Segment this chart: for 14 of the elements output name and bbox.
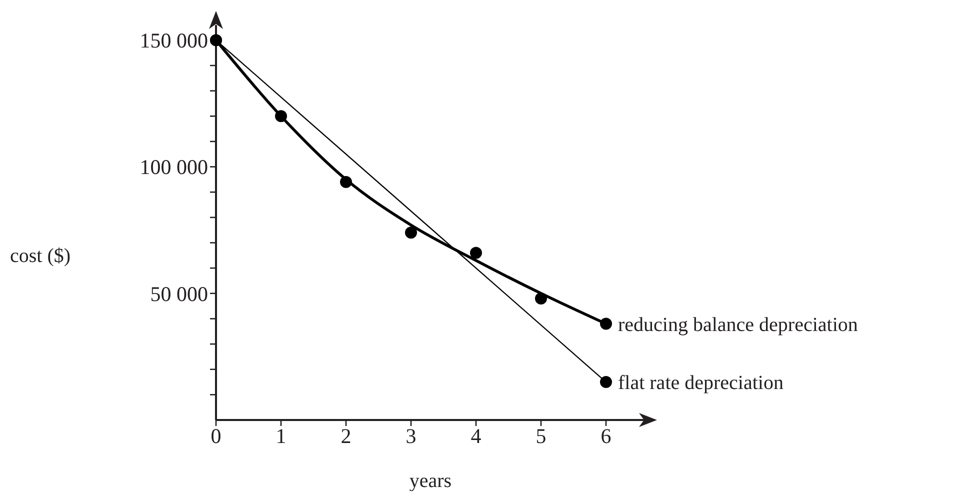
- y-tick-label: 50 000: [150, 282, 208, 306]
- y-tick-label: 150 000: [140, 28, 208, 53]
- x-tick-label: 1: [276, 424, 286, 448]
- series-label: reducing balance depreciation: [618, 314, 858, 336]
- series-label: flat rate depreciation: [618, 372, 784, 394]
- x-tick-label: 2: [340, 424, 352, 448]
- x-tick-label: 4: [470, 424, 482, 448]
- y-tick-label: 100 000: [140, 155, 208, 180]
- x-tick-label: 0: [210, 424, 222, 448]
- x-tick-label: 5: [536, 424, 546, 448]
- y-axis-title: cost ($): [10, 245, 71, 267]
- x-tick-label: 6: [600, 424, 612, 448]
- x-tick-label: 3: [406, 424, 416, 448]
- x-axis-title: years: [409, 470, 452, 492]
